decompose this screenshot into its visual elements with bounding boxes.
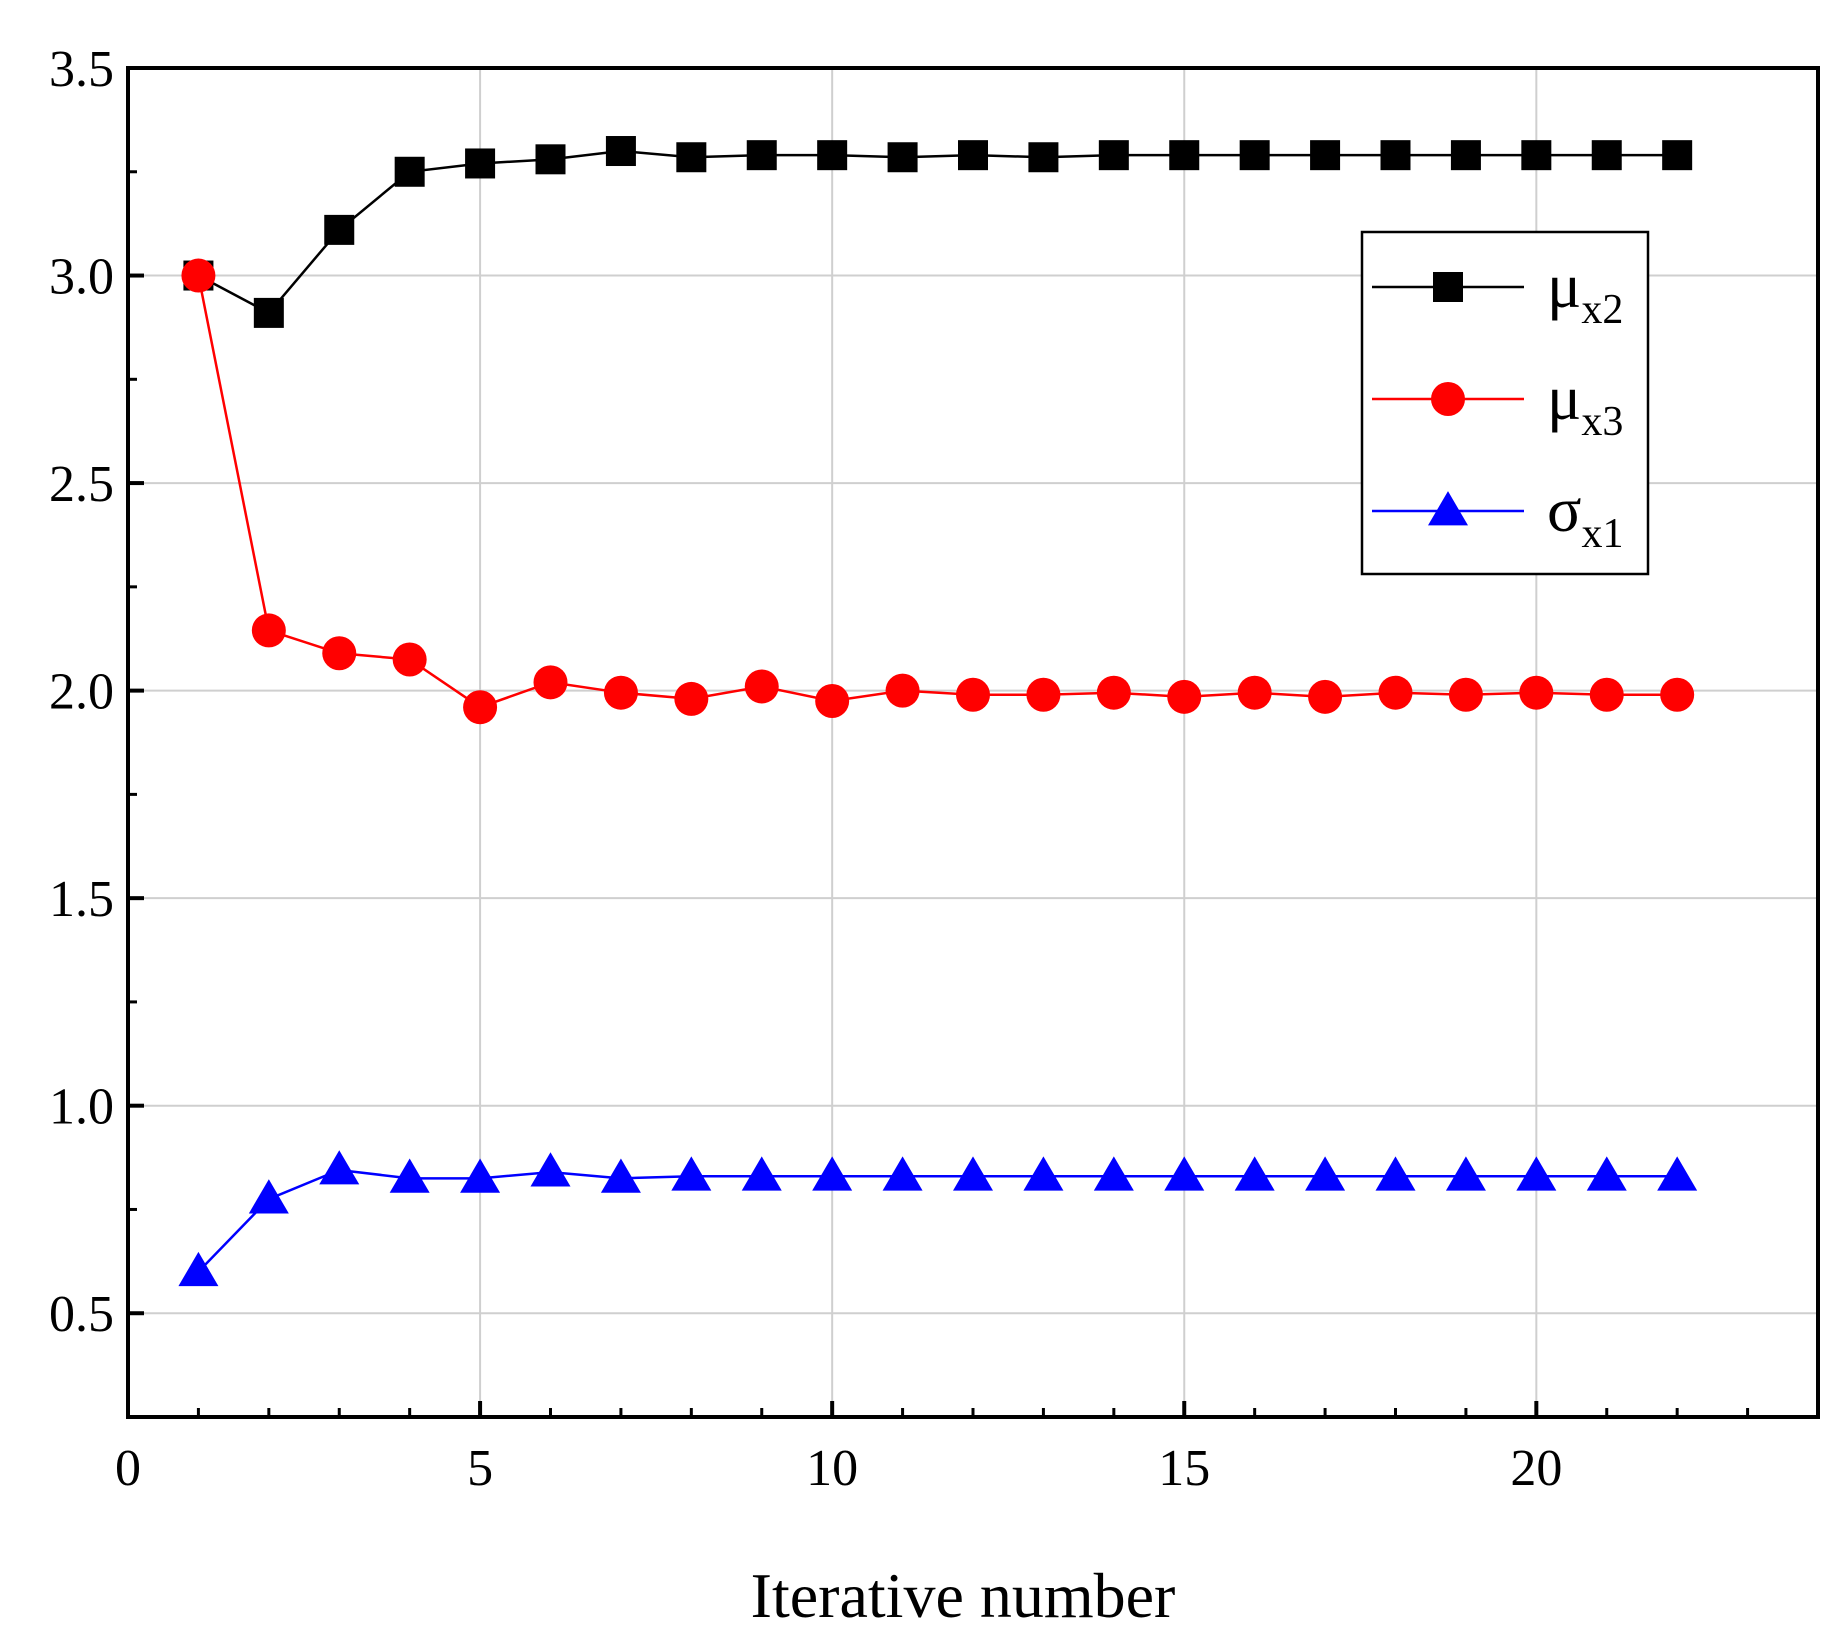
data-point <box>1093 1156 1134 1191</box>
data-point <box>253 297 284 328</box>
y-tick-label: 3.5 <box>49 41 114 98</box>
series-layer <box>178 136 1698 1287</box>
data-point <box>812 1156 853 1191</box>
data-point <box>1375 1156 1416 1191</box>
legend-label-subscript: x1 <box>1582 511 1624 557</box>
data-point <box>319 1150 360 1185</box>
series-line <box>197 275 1678 709</box>
data-point <box>1586 1156 1627 1191</box>
legend-marker <box>1431 382 1465 416</box>
data-point <box>324 214 355 245</box>
x-axis-label: Iterative number <box>751 1560 1176 1631</box>
y-tick-label: 1.0 <box>49 1079 114 1136</box>
data-point <box>746 140 777 171</box>
data-point <box>671 1156 712 1191</box>
data-point <box>744 669 779 704</box>
legend-marker <box>1428 491 1468 526</box>
data-point <box>1096 675 1131 710</box>
legend-box <box>1360 230 1650 576</box>
axes: 0.5 1.0 1.5 2.0 2.5 3.0 3.5 0 5 10 15 20 <box>49 41 1750 1497</box>
data-point <box>1450 140 1481 171</box>
y-tick-label: 3.0 <box>49 249 114 306</box>
data-point <box>1164 1156 1205 1191</box>
legend-item: μx2 <box>1372 250 1623 333</box>
data-point <box>882 1156 923 1191</box>
legend-marker <box>1433 272 1463 302</box>
legend-label-subscript: x2 <box>1581 287 1623 333</box>
data-point <box>1167 679 1202 714</box>
x-tick-label: 0 <box>115 1440 141 1497</box>
data-point <box>674 681 709 716</box>
data-point <box>389 1158 430 1193</box>
data-point <box>1589 677 1624 712</box>
data-point <box>465 148 496 179</box>
data-point <box>1521 140 1552 171</box>
data-point <box>394 156 425 187</box>
data-point <box>1237 675 1272 710</box>
series-line <box>197 1168 1678 1273</box>
data-point <box>533 665 568 700</box>
legend-label: μx2 <box>1547 250 1623 333</box>
series-line <box>197 149 1678 315</box>
data-point <box>605 136 636 167</box>
data-point <box>1098 140 1129 171</box>
data-point <box>815 683 850 718</box>
data-point <box>817 140 848 171</box>
data-point <box>1657 1156 1698 1191</box>
y-tick-label: 2.0 <box>49 664 114 721</box>
data-point <box>600 1158 641 1193</box>
data-point <box>603 675 638 710</box>
data-point <box>392 642 427 677</box>
data-point <box>1023 1156 1064 1191</box>
data-point <box>463 690 498 725</box>
data-point <box>1169 140 1200 171</box>
legend-label-subscript: x3 <box>1581 399 1623 445</box>
data-point <box>178 1251 219 1287</box>
data-point <box>1380 140 1411 171</box>
data-point <box>1591 140 1622 171</box>
data-point <box>1234 1156 1275 1191</box>
data-point <box>1305 1156 1346 1191</box>
data-point <box>741 1156 782 1191</box>
data-point <box>1516 1156 1557 1191</box>
data-point <box>958 140 988 171</box>
data-point <box>1308 679 1343 714</box>
data-point <box>251 613 286 648</box>
data-point <box>953 1156 993 1191</box>
data-point <box>956 677 990 712</box>
data-point <box>887 142 918 173</box>
data-point <box>1028 142 1059 173</box>
data-point <box>1239 140 1270 171</box>
data-point <box>1660 677 1695 712</box>
data-point <box>181 258 216 293</box>
data-point <box>885 673 920 708</box>
data-point <box>460 1158 501 1193</box>
series-square <box>183 136 1693 328</box>
data-point <box>1445 1156 1486 1191</box>
x-tick-label: 20 <box>1510 1440 1562 1497</box>
y-tick-label: 1.5 <box>49 871 114 928</box>
y-tick-label: 2.5 <box>49 456 114 513</box>
data-point <box>322 636 357 671</box>
data-point <box>1662 140 1693 171</box>
x-tick-label: 15 <box>1158 1440 1210 1497</box>
series-circle <box>181 258 1695 725</box>
data-point <box>1519 675 1554 710</box>
series-triangle <box>178 1150 1698 1287</box>
data-point <box>535 144 566 175</box>
data-point <box>1448 677 1483 712</box>
data-point <box>676 142 707 173</box>
data-point <box>248 1179 289 1214</box>
x-tick-label: 5 <box>467 1440 493 1497</box>
data-point <box>1378 675 1413 710</box>
data-point <box>530 1152 571 1187</box>
data-point <box>1026 677 1061 712</box>
data-point <box>1310 140 1341 171</box>
x-tick-label: 10 <box>806 1440 858 1497</box>
y-tick-label: 0.5 <box>49 1286 114 1343</box>
